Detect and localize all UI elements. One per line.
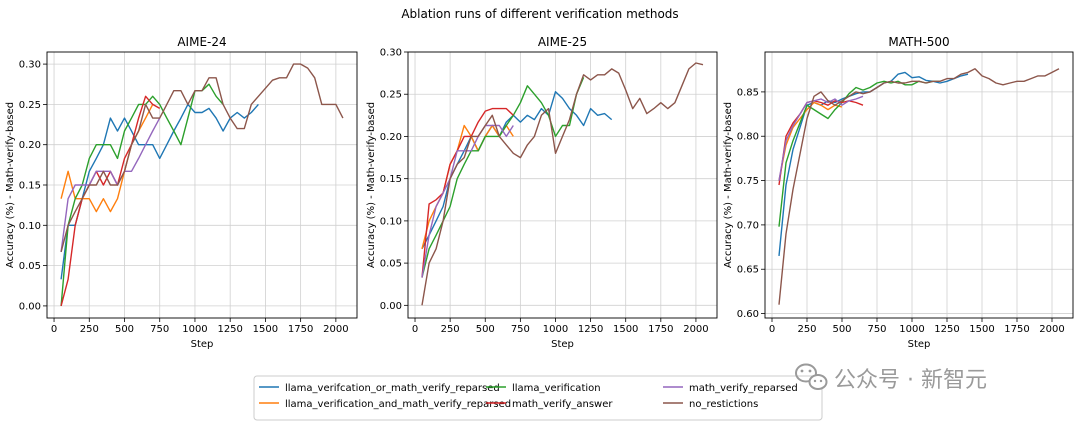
y-tick-label: 0.75 <box>737 176 759 187</box>
legend-item-llama-verification-and-math-verify-reparsed: llama_verification_and_math_verify_repar… <box>259 399 511 410</box>
axes-frame <box>407 51 718 319</box>
y-tick-label: 0.10 <box>380 216 402 227</box>
series-line-math-verify-reparsed <box>778 95 864 181</box>
x-axis-label: Step <box>551 339 574 350</box>
y-tick-label: 0.70 <box>737 220 759 231</box>
x-tick-label: 500 <box>115 324 134 335</box>
legend-label: no_restictions <box>689 399 758 410</box>
x-tick-label: 500 <box>476 324 495 335</box>
legend-item-math-verify-answer: math_verify_answer <box>486 399 613 410</box>
legend-label: math_verify_reparsed <box>689 383 798 394</box>
x-tick-label: 1750 <box>288 324 313 335</box>
x-tick-label: 250 <box>441 324 460 335</box>
y-axis-label: Accuracy (%) - Math-verify-based <box>366 102 377 268</box>
legend-label: llama_verifcation_or_math_verify_reparse… <box>285 383 500 394</box>
legend: llama_verifcation_or_math_verify_reparse… <box>253 375 823 421</box>
y-tick-label: 0.25 <box>380 90 402 101</box>
y-axis-label: Accuracy (%) - Math-verify-based <box>5 102 16 268</box>
panel-title: AIME-24 <box>177 35 226 49</box>
wechat-icon <box>795 363 828 390</box>
y-tick-label: 0.05 <box>19 261 41 272</box>
x-tick-label: 0 <box>412 324 418 335</box>
y-tick-label: 0.15 <box>19 181 41 192</box>
panel-title: MATH-500 <box>888 35 949 49</box>
x-tick-label: 1000 <box>899 324 924 335</box>
x-tick-label: 750 <box>150 324 169 335</box>
y-tick-label: 0.15 <box>380 174 402 185</box>
y-tick-label: 0.85 <box>737 87 759 98</box>
watermark-text: 公众号 · 新智元 <box>834 368 987 393</box>
series-line-llama-verifcation-or-math-verify-reparsed <box>60 103 259 280</box>
axes-frame <box>764 51 1074 319</box>
y-tick-label: 0.25 <box>19 100 41 111</box>
series-line-math-verify-answer <box>421 107 514 278</box>
y-tick-label: 0.30 <box>19 60 41 71</box>
x-tick-label: 250 <box>80 324 99 335</box>
x-tick-label: 1000 <box>182 324 207 335</box>
x-tick-label: 2000 <box>683 324 708 335</box>
series-line-no-restictions <box>778 68 1060 305</box>
x-tick-label: 1250 <box>578 324 603 335</box>
x-tick-label: 1250 <box>934 324 959 335</box>
y-tick-label: 0.20 <box>380 132 402 143</box>
x-tick-label: 250 <box>797 324 816 335</box>
watermark: 公众号 · 新智元 <box>795 363 987 393</box>
x-tick-label: 1250 <box>217 324 242 335</box>
y-tick-label: 0.60 <box>737 309 759 320</box>
x-tick-label: 1000 <box>543 324 568 335</box>
legend-item-math-verify-reparsed: math_verify_reparsed <box>663 383 798 394</box>
y-tick-label: 0.30 <box>380 48 402 59</box>
legend-label: llama_verification <box>512 383 601 394</box>
x-axis-label: Step <box>908 339 931 350</box>
panel-title: AIME-25 <box>538 35 587 49</box>
panel-aime-25: 0 250 500 750 1000 1250 1500 1750 2000 0.00 0.05 0.… <box>366 35 718 350</box>
y-tick-label: 0.10 <box>19 221 41 232</box>
y-tick-label: 0.00 <box>380 301 402 312</box>
legend-item-llama-verification: llama_verification <box>486 383 601 394</box>
x-tick-label: 2000 <box>1039 324 1064 335</box>
series-line-no-restictions <box>60 63 344 253</box>
x-tick-label: 500 <box>832 324 851 335</box>
legend-label: math_verify_answer <box>512 399 613 410</box>
y-tick-label: 0.05 <box>380 259 402 270</box>
x-tick-label: 0 <box>51 324 57 335</box>
x-axis-label: Step <box>191 339 214 350</box>
y-tick-label: 0.20 <box>19 140 41 151</box>
x-tick-label: 1500 <box>969 324 994 335</box>
x-tick-label: 1750 <box>1004 324 1029 335</box>
figure-title: Ablation runs of different verification … <box>401 7 678 21</box>
y-tick-label: 0.00 <box>19 301 41 312</box>
y-tick-label: 0.65 <box>737 265 759 276</box>
panel-aime-24: 0 250 500 750 1000 1250 1500 1750 2000 0.00 0.05 0.… <box>5 35 358 350</box>
legend-item-llama-verifcation-or-math-verify-reparsed: llama_verifcation_or_math_verify_reparse… <box>259 383 500 394</box>
legend-item-no-restictions: no_restictions <box>663 399 758 410</box>
x-tick-label: 750 <box>511 324 530 335</box>
series-line-math-verify-reparsed <box>60 117 161 252</box>
x-tick-label: 1500 <box>613 324 638 335</box>
x-tick-label: 1750 <box>648 324 673 335</box>
series-line-llama-verification <box>778 80 940 227</box>
series-line-no-restictions <box>421 62 704 306</box>
x-tick-label: 0 <box>769 324 775 335</box>
x-tick-label: 2000 <box>323 324 348 335</box>
legend-label: llama_verification_and_math_verify_repar… <box>285 399 511 410</box>
y-tick-label: 0.80 <box>737 132 759 143</box>
x-tick-label: 1500 <box>253 324 278 335</box>
y-axis-label: Accuracy (%) - Math-verify-based <box>723 102 734 268</box>
panel-math-500: 0 250 500 750 1000 1250 1500 1750 2000 0.60 0.65 0.… <box>723 35 1074 350</box>
series-line-math-verify-reparsed <box>421 124 514 278</box>
x-tick-label: 750 <box>867 324 886 335</box>
